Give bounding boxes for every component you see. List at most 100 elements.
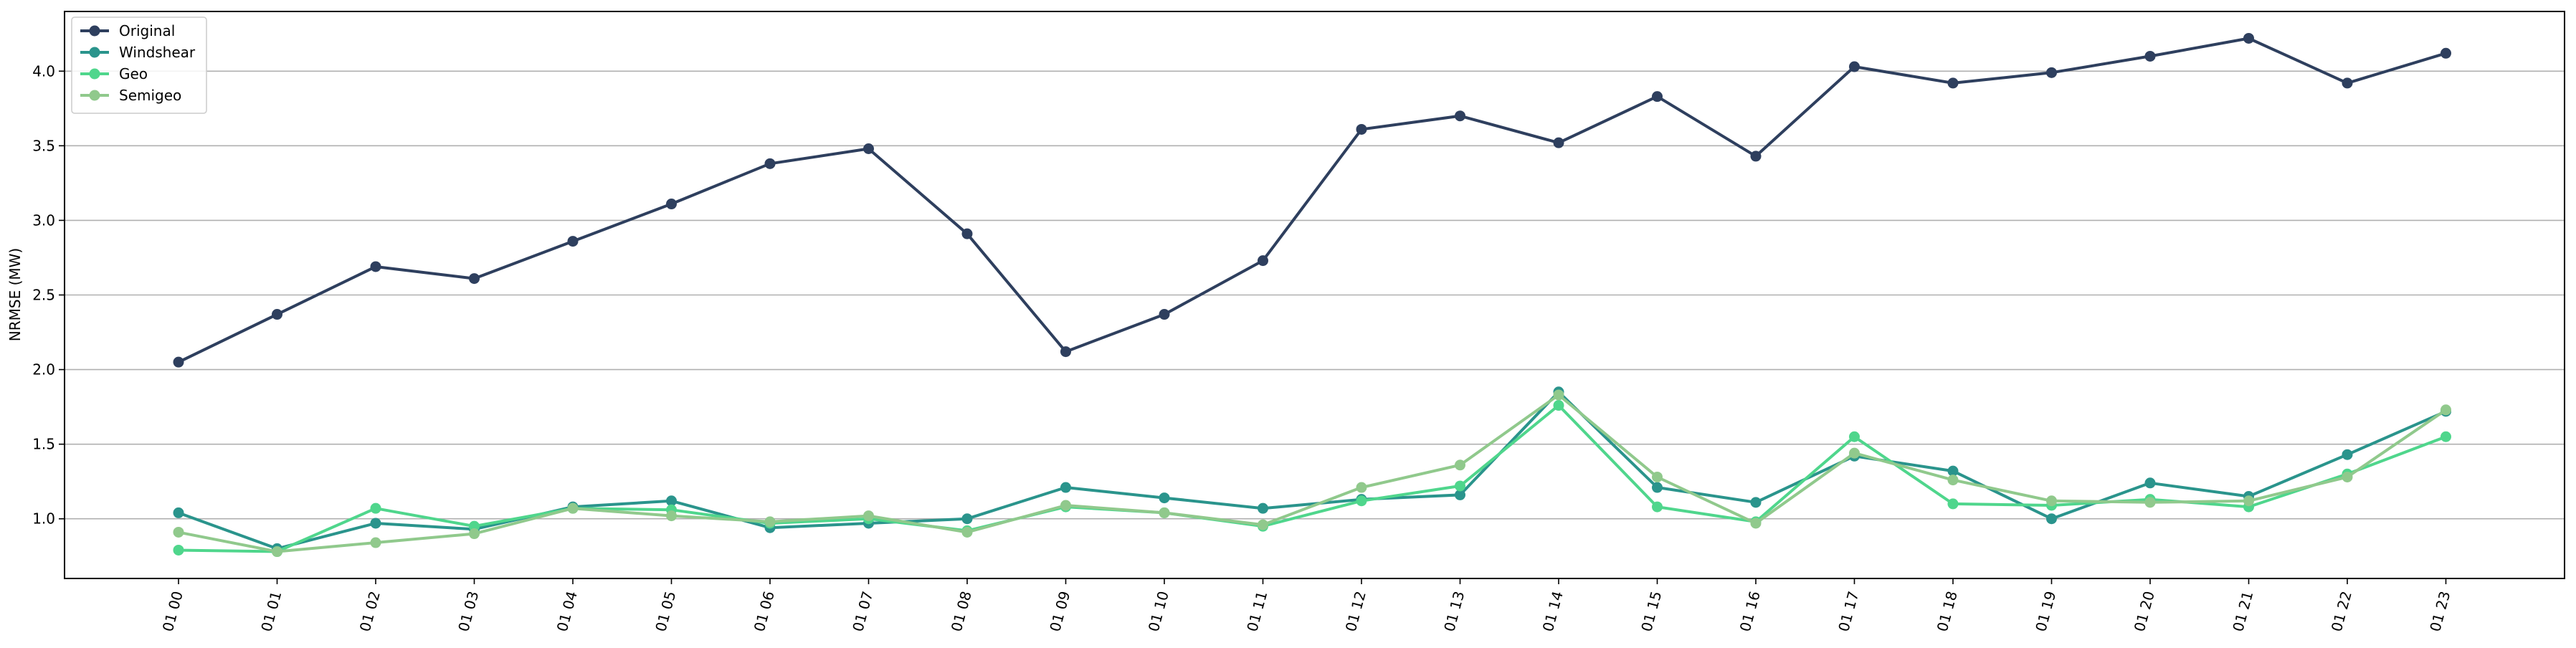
data-point-geo — [1947, 498, 1959, 510]
series-windshear — [173, 386, 2451, 554]
data-point-geo — [1356, 495, 1367, 507]
data-point-semigeo — [2144, 497, 2156, 508]
x-tick-label: 01 14 — [1539, 589, 1567, 634]
data-point-semigeo — [1947, 475, 1959, 486]
legend-item-semigeo: Semigeo — [80, 87, 181, 104]
data-point-semigeo — [2243, 495, 2254, 507]
legend-item-windshear: Windshear — [80, 44, 196, 61]
series-line-windshear — [178, 390, 2447, 551]
x-tick-label: 01 01 — [257, 589, 285, 634]
series-geo — [173, 400, 2451, 558]
data-point-original — [2243, 32, 2254, 44]
series-original — [173, 32, 2451, 368]
y-tick-label: 3.5 — [32, 137, 55, 154]
x-tick-label: 01 04 — [553, 589, 581, 634]
x-tick-label: 01 18 — [1934, 589, 1961, 634]
data-point-original — [1947, 77, 1959, 89]
data-point-semigeo — [764, 516, 776, 528]
legend-swatch-marker — [89, 68, 100, 80]
data-point-semigeo — [2046, 495, 2057, 507]
series-line-geo — [178, 404, 2447, 553]
data-point-original — [764, 158, 776, 169]
data-point-original — [1750, 151, 1762, 162]
legend-item-geo: Geo — [80, 65, 148, 82]
data-point-windshear — [1455, 489, 1465, 500]
data-point-semigeo — [666, 510, 677, 522]
data-point-windshear — [1947, 465, 1959, 477]
data-point-windshear — [1652, 482, 1663, 493]
data-point-original — [567, 236, 579, 247]
data-point-windshear — [2342, 449, 2353, 460]
series-line-semigeo — [178, 394, 2447, 553]
data-point-windshear — [1258, 502, 1268, 514]
data-point-geo — [469, 520, 480, 532]
y-tick-label: 3.0 — [32, 211, 55, 229]
data-point-semigeo — [1159, 507, 1170, 518]
grid-layer — [65, 70, 2565, 520]
data-point-geo — [1553, 400, 1564, 411]
legend-label: Windshear — [119, 44, 196, 61]
data-point-geo — [2440, 431, 2451, 442]
x-tick-label: 01 23 — [2426, 589, 2453, 634]
data-point-windshear — [370, 518, 381, 529]
data-point-original — [1849, 61, 1860, 72]
data-point-semigeo — [863, 510, 874, 522]
legend: Original Windshear Geo Semigeo — [71, 16, 207, 114]
data-point-geo — [1455, 480, 1465, 492]
axis-layer: 1.0 1.5 2.0 2.5 3.0 3.5 4.0 01 00 01 01 01 02 01 0… — [32, 62, 2453, 633]
data-point-semigeo — [1455, 459, 1465, 471]
legend-swatch-marker — [89, 25, 100, 37]
data-point-original — [1455, 110, 1465, 122]
x-tick-label: 01 22 — [2328, 589, 2355, 634]
data-point-semigeo — [1258, 519, 1268, 530]
y-tick-label: 2.0 — [32, 361, 55, 378]
data-point-windshear — [2046, 513, 2057, 525]
data-point-geo — [1652, 501, 1663, 513]
x-tick-label: 01 17 — [1835, 589, 1862, 634]
data-point-semigeo — [469, 528, 480, 540]
x-tick-label: 01 06 — [751, 589, 778, 634]
data-point-windshear — [666, 495, 677, 507]
x-tick-label: 01 16 — [1736, 589, 1764, 634]
data-point-original — [666, 199, 677, 210]
legend-swatch-marker — [89, 90, 100, 101]
legend-item-original: Original — [80, 22, 175, 39]
data-point-semigeo — [1750, 518, 1762, 529]
x-tick-label: 01 12 — [1342, 589, 1369, 634]
data-point-windshear — [961, 513, 973, 525]
data-point-semigeo — [2342, 471, 2353, 482]
data-point-semigeo — [272, 546, 282, 558]
data-point-original — [1159, 309, 1170, 320]
legend-label: Original — [119, 22, 175, 39]
y-axis-label: NRMSE (MW) — [6, 248, 24, 341]
data-point-windshear — [2144, 477, 2156, 489]
x-tick-label: 01 03 — [455, 589, 482, 634]
legend-label: Semigeo — [119, 87, 181, 104]
data-point-original — [1553, 137, 1564, 148]
data-point-semigeo — [1849, 447, 1860, 459]
data-point-original — [2046, 67, 2057, 78]
data-point-semigeo — [567, 502, 579, 514]
data-point-geo — [1849, 431, 1860, 442]
y-tick-label: 1.5 — [32, 436, 55, 453]
data-point-semigeo — [2440, 404, 2451, 416]
data-point-semigeo — [173, 526, 184, 538]
data-point-original — [2342, 77, 2353, 89]
x-tick-label: 01 19 — [2032, 589, 2059, 634]
data-point-original — [2440, 47, 2451, 59]
data-point-semigeo — [1652, 471, 1663, 482]
data-point-windshear — [1060, 482, 1071, 493]
data-point-original — [1258, 255, 1268, 267]
series-semigeo — [173, 389, 2451, 558]
data-point-semigeo — [1553, 389, 1564, 401]
data-point-semigeo — [961, 526, 973, 538]
legend-box — [71, 16, 207, 114]
data-point-geo — [370, 502, 381, 514]
x-tick-label: 01 20 — [2131, 589, 2158, 634]
data-point-original — [469, 273, 480, 285]
legend-swatch-marker — [89, 47, 100, 58]
data-point-original — [961, 228, 973, 239]
data-point-geo — [173, 544, 184, 556]
data-point-windshear — [1159, 492, 1170, 504]
